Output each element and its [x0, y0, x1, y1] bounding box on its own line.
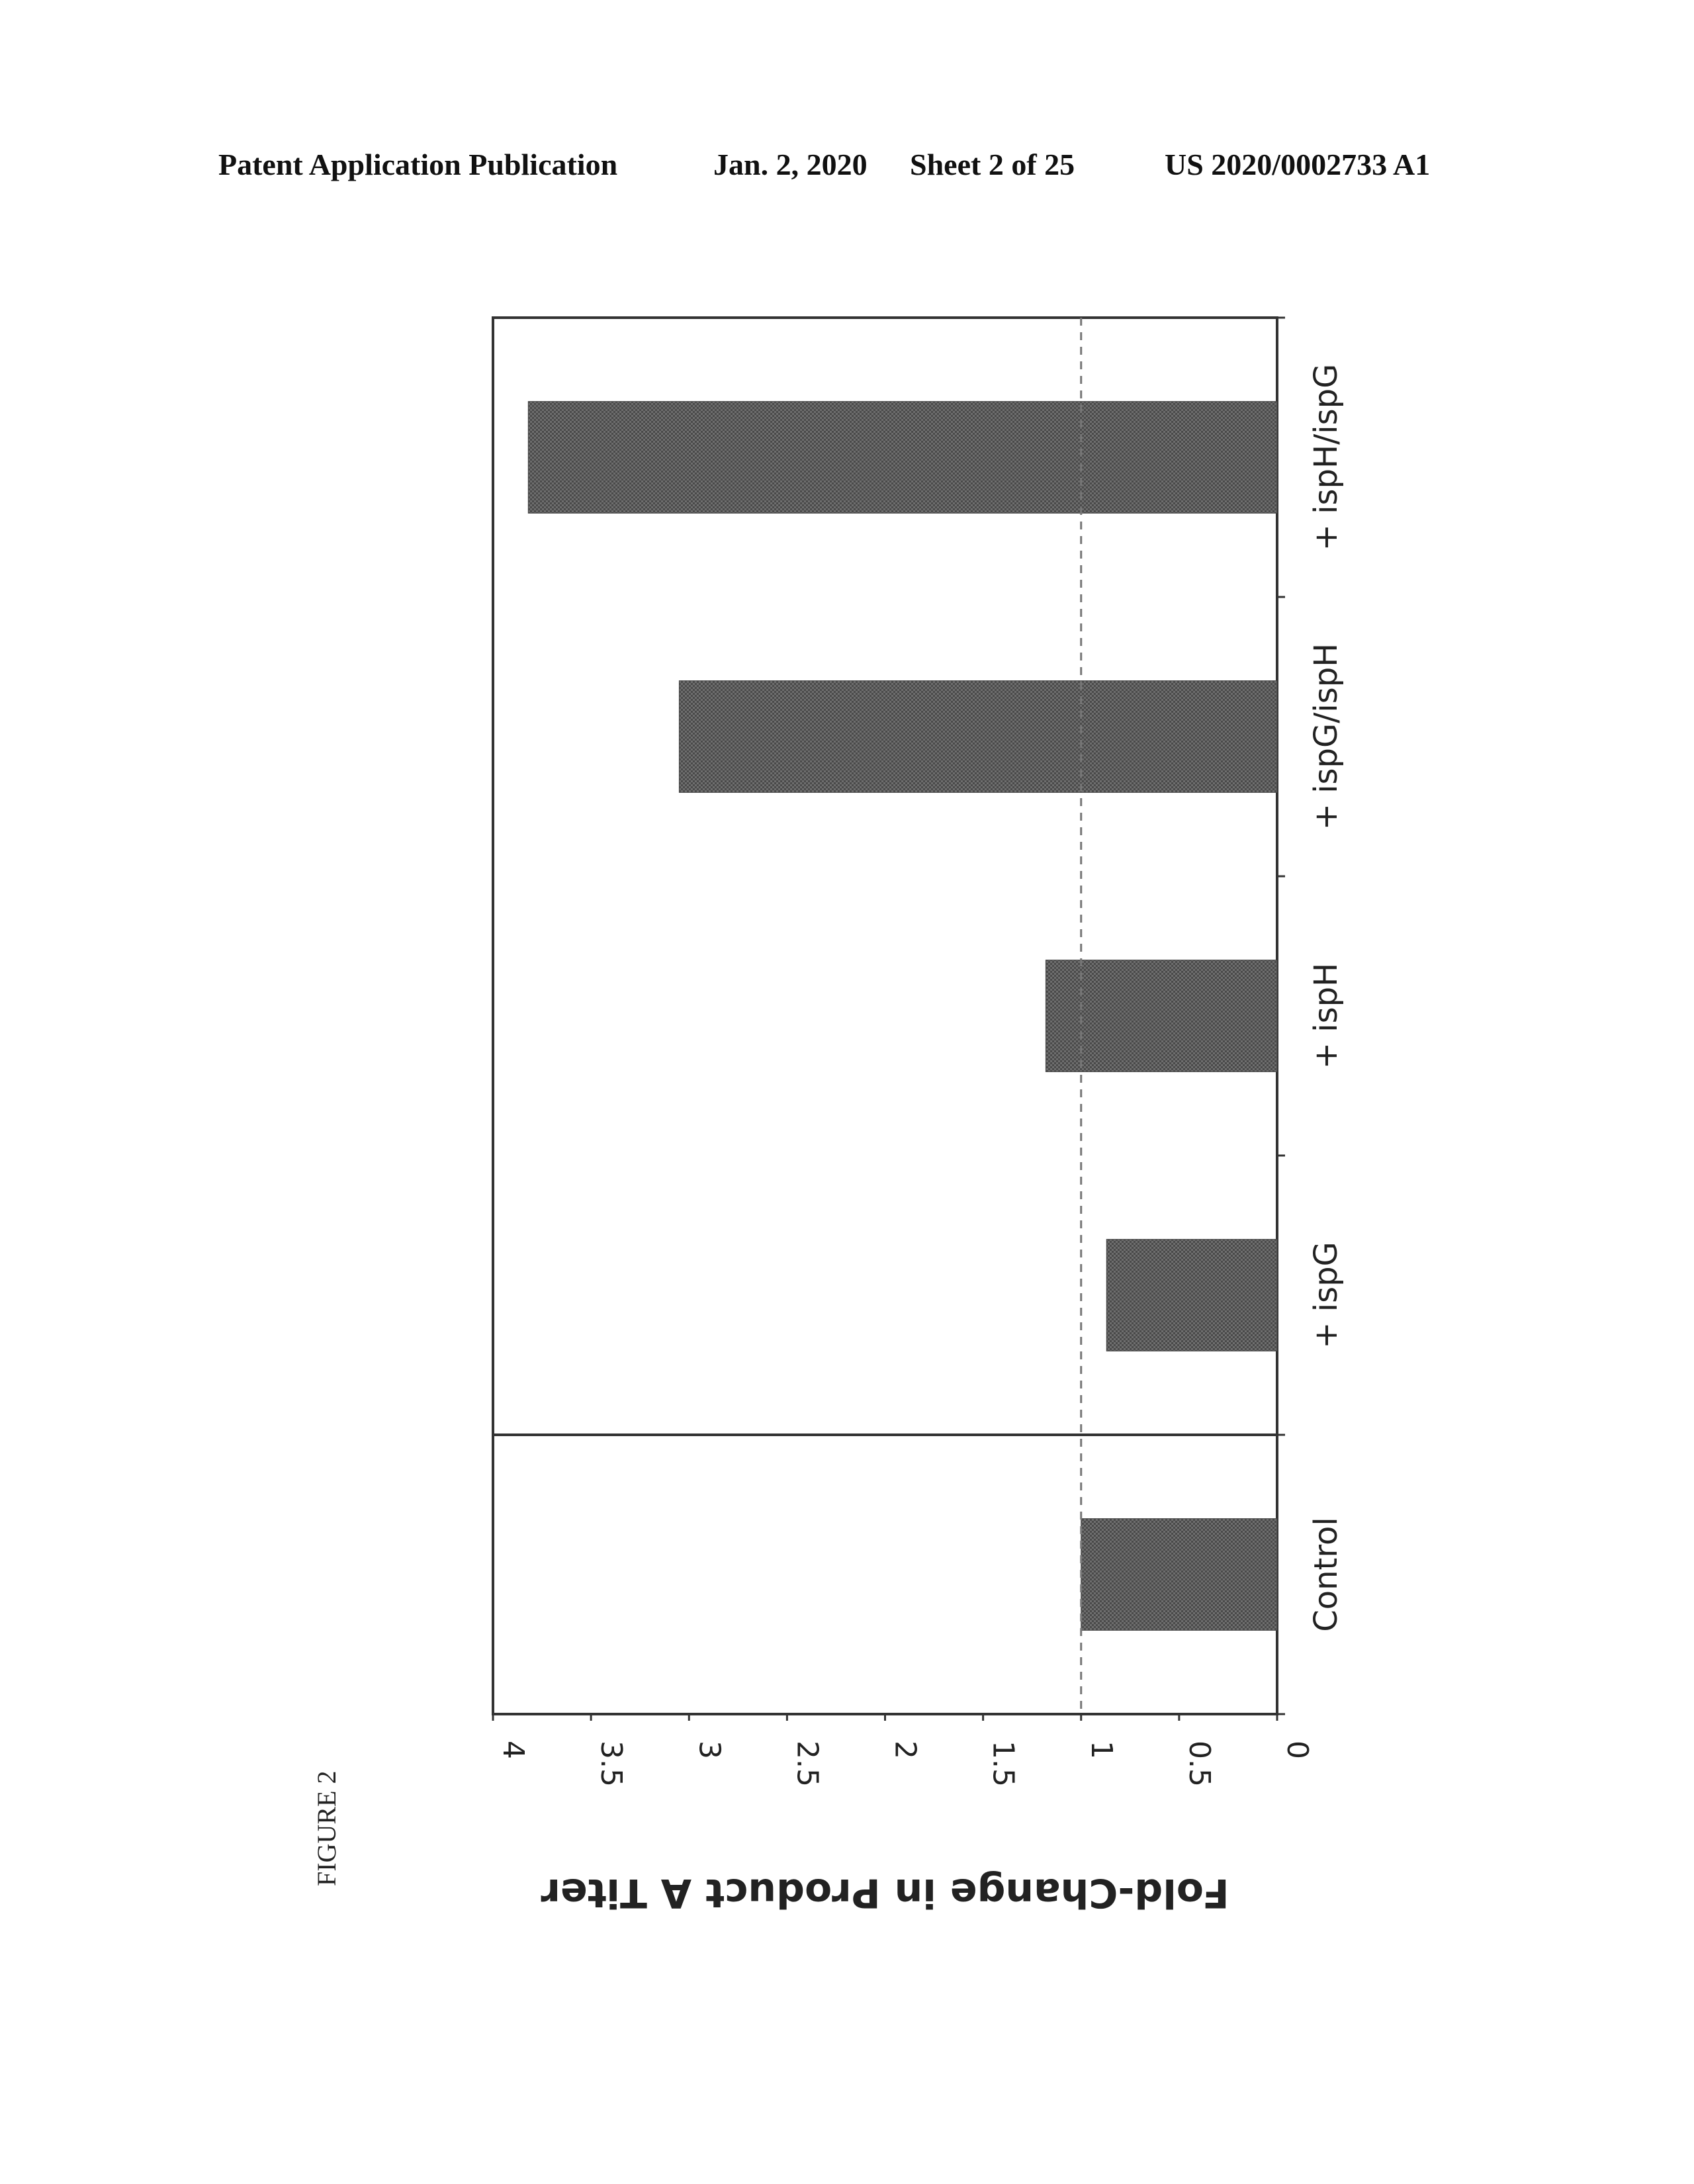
value-axis-label: Fold-Change in Product A Titer: [541, 1870, 1229, 1916]
value-tick-label-5: 2: [889, 1741, 922, 1759]
bar-2: [1106, 1239, 1278, 1351]
category-label-1: Control: [1308, 1517, 1345, 1632]
bar-5: [527, 401, 1278, 514]
value-tick-label-9: 4: [496, 1741, 530, 1759]
category-label-5: + ispH/ispG: [1308, 364, 1345, 551]
category-label-2: + ispG: [1308, 1242, 1345, 1348]
bar-1: [1081, 1518, 1278, 1631]
category-label-3: + ispH: [1308, 963, 1345, 1069]
chart-plot-group: Control + ispG + ispH + ispG/ispH + ispH/isp…: [492, 316, 1345, 1916]
header-sheet: Sheet 2 of 25: [910, 148, 1075, 181]
header-patent-number: US 2020/0002733 A1: [1165, 148, 1431, 181]
page-header: Patent Application Publication Jan. 2, 2…: [0, 147, 1694, 187]
bar-4: [678, 680, 1278, 793]
value-tick-label-2: 0.5: [1182, 1741, 1216, 1787]
value-tick-label-4: 1.5: [987, 1741, 1020, 1787]
value-tick-label-3: 1: [1085, 1741, 1118, 1759]
value-tick-label-7: 3: [692, 1741, 726, 1759]
category-label-4: + ispG/ispH: [1308, 643, 1345, 831]
header-date: Jan. 2, 2020: [713, 148, 868, 181]
value-tick-label-8: 3.5: [594, 1741, 628, 1787]
value-tick-label-6: 2.5: [790, 1741, 824, 1787]
header-publication: Patent Application Publication: [218, 148, 618, 181]
bar-3: [1045, 960, 1278, 1072]
value-tick-label-1: 0: [1280, 1741, 1314, 1759]
